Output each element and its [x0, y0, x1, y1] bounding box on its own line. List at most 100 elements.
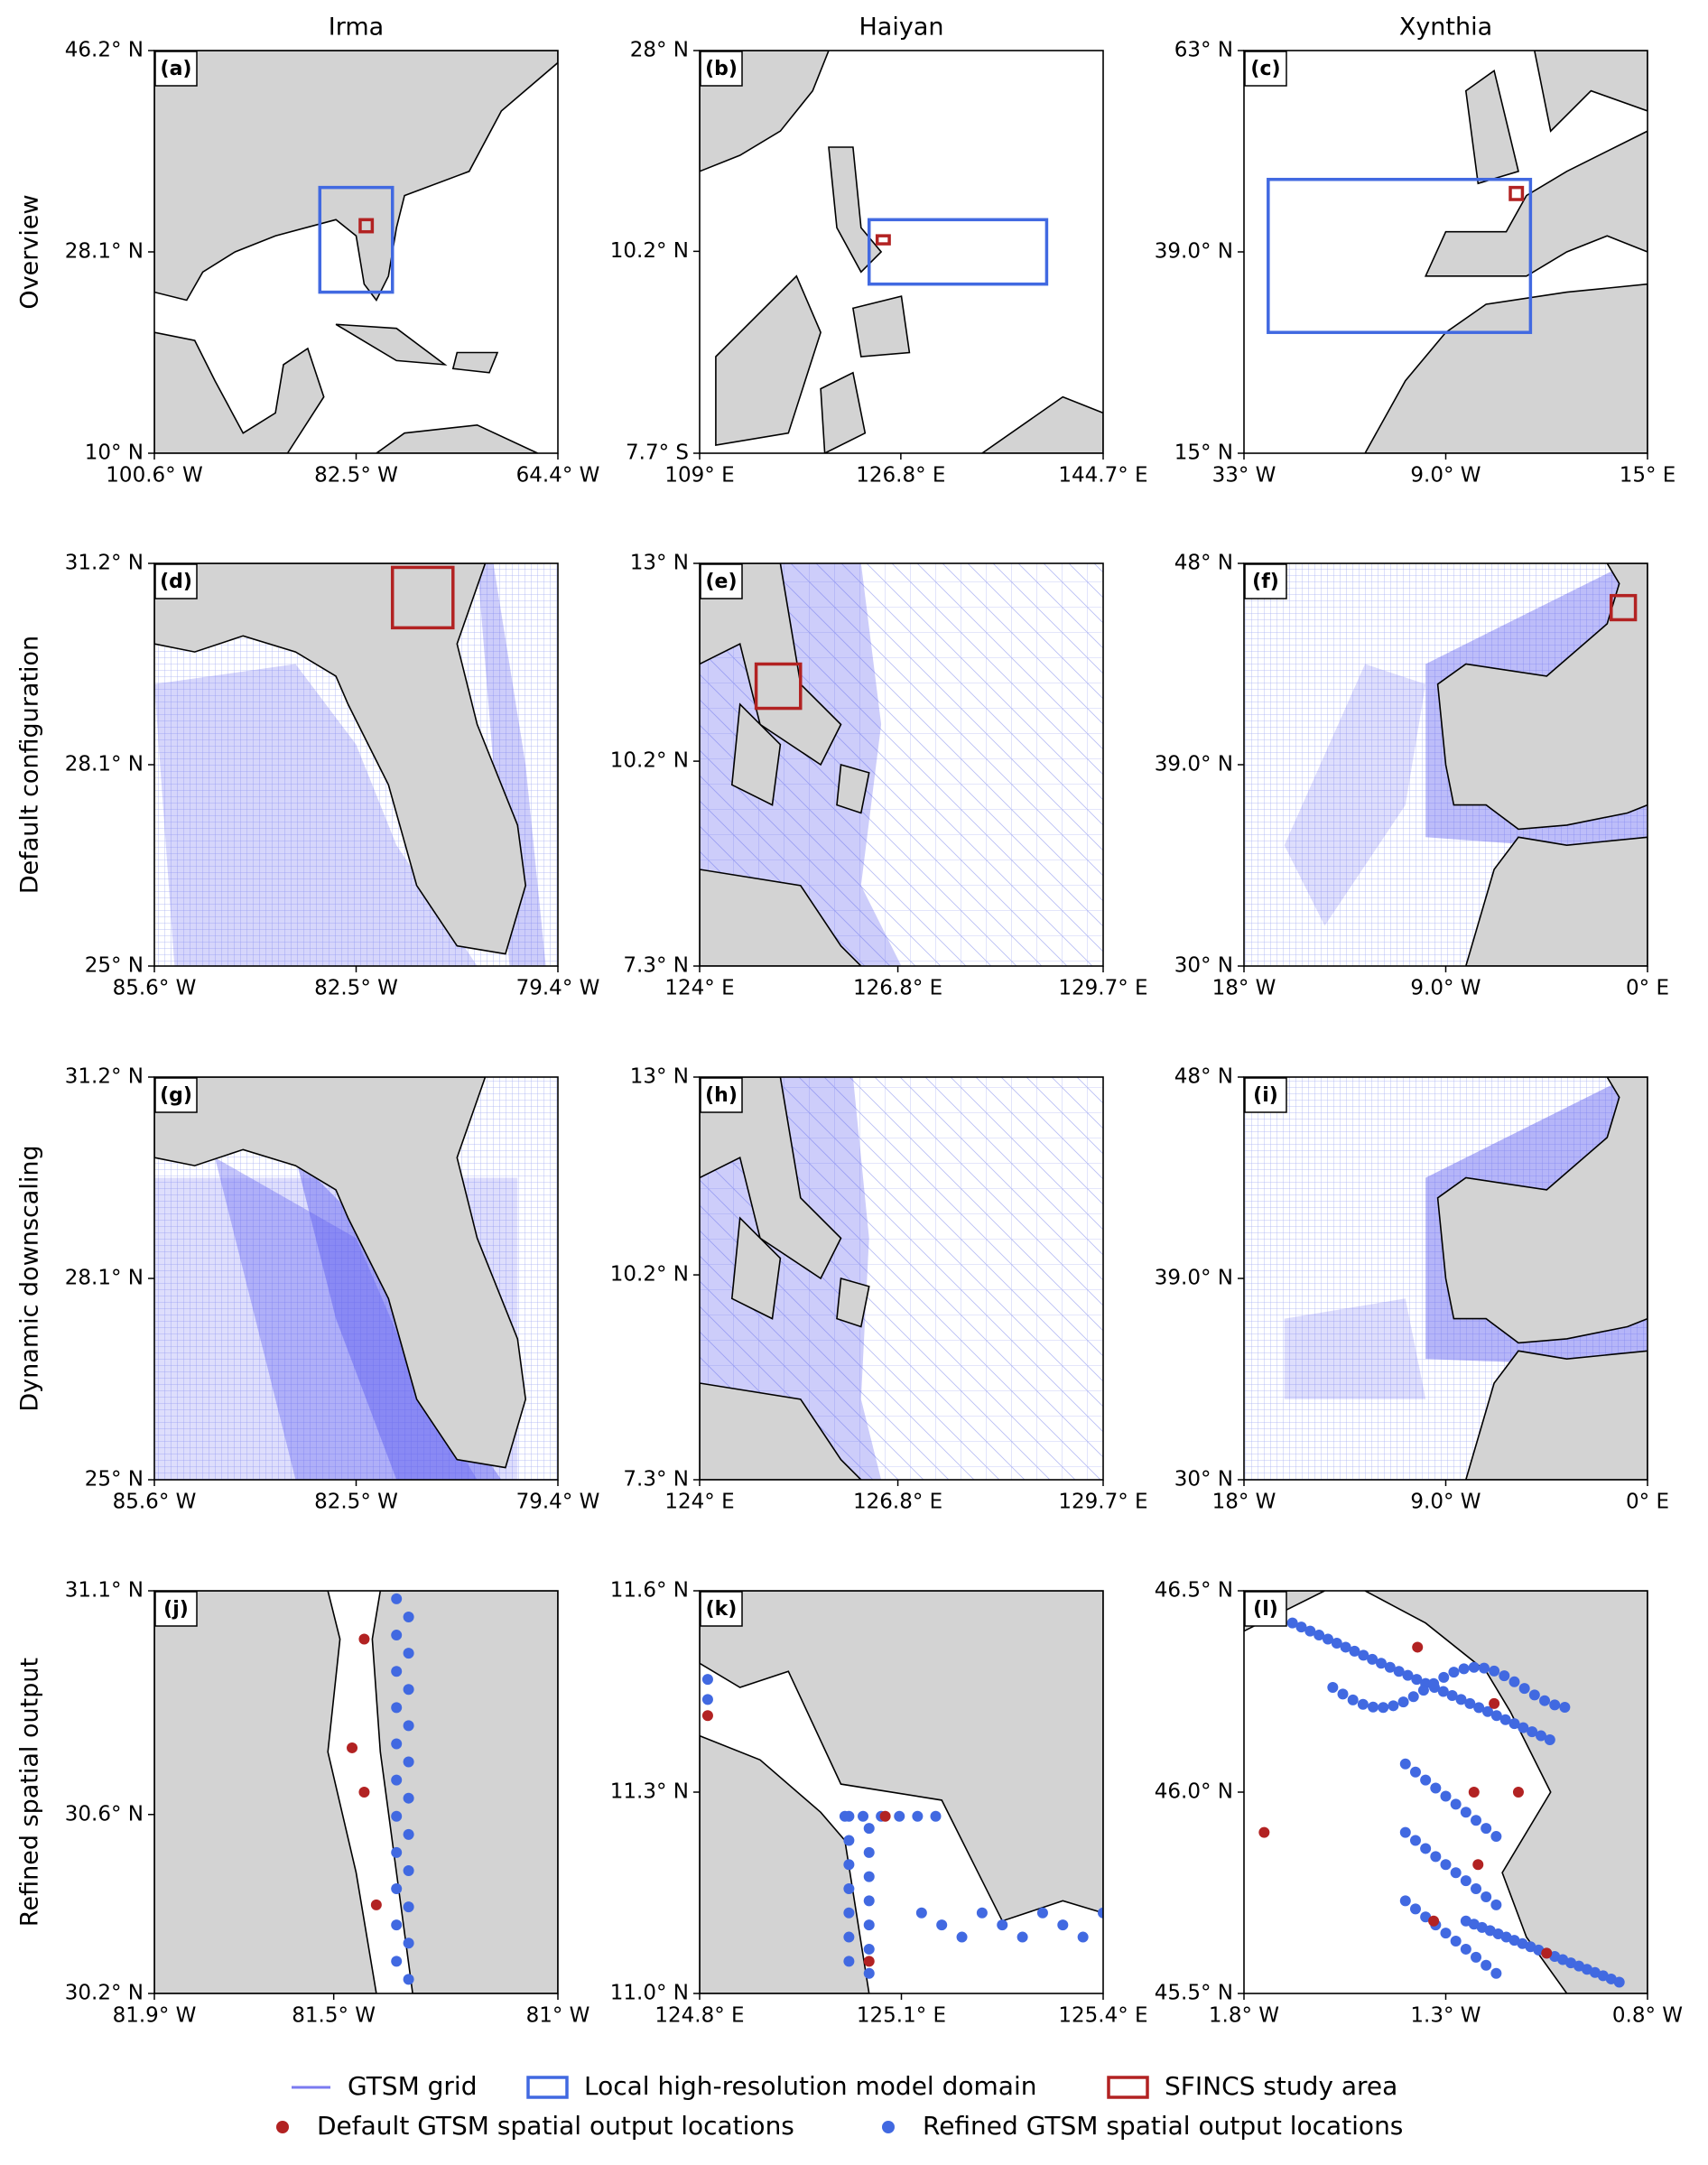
output-location	[403, 1901, 414, 1913]
output-location	[1499, 1714, 1511, 1725]
land	[1424, 130, 1648, 277]
y-tick-label: 10.2° N	[610, 239, 689, 263]
output-location	[1322, 1633, 1333, 1645]
output-location	[1438, 1671, 1450, 1683]
output-location	[1508, 1718, 1520, 1730]
output-location	[863, 1823, 875, 1835]
output-location	[391, 1846, 403, 1858]
output-location	[403, 1792, 414, 1804]
domain-box	[875, 234, 891, 246]
x-tick-label: 9.0° W	[1410, 464, 1481, 488]
map-panel: (j) 81.9° W 81.5° W 81° W 30.2° N 30.6° N 31.1…	[65, 1579, 590, 2028]
map-panel: (a) 100.6° W 82.5° W 64.4° W 10° N 28.1° N 46.…	[65, 39, 600, 488]
land	[1436, 1077, 1648, 1344]
land	[1464, 836, 1648, 966]
x-tick-label: 129.7° E	[1058, 1491, 1147, 1514]
y-tick-label: 11.3° N	[610, 1780, 689, 1804]
output-location	[1016, 1931, 1028, 1943]
output-location	[403, 1720, 414, 1732]
panel-letter-box	[700, 1591, 743, 1627]
output-location	[1397, 1696, 1409, 1708]
mesh-refinement	[154, 664, 478, 966]
land	[820, 371, 867, 453]
output-location	[1468, 1661, 1480, 1673]
output-location	[1478, 1662, 1490, 1674]
output-location	[1412, 1641, 1424, 1653]
output-location	[391, 1919, 403, 1931]
output-location	[858, 1810, 869, 1822]
output-location	[391, 1630, 403, 1641]
domain-box	[1267, 177, 1533, 334]
land	[1364, 1591, 1648, 1993]
mesh-refinement	[215, 1157, 478, 1480]
output-location	[403, 1937, 414, 1949]
land	[730, 1216, 782, 1320]
output-location	[701, 1710, 713, 1722]
panel-letter: (d)	[160, 571, 192, 593]
output-location	[976, 1907, 988, 1919]
output-location	[1295, 1621, 1307, 1633]
output-location	[1448, 1667, 1460, 1678]
y-tick-label: 30.6° N	[65, 1802, 144, 1826]
output-location	[1417, 1685, 1429, 1696]
panel-letter: (h)	[705, 1084, 738, 1107]
x-tick-label: 0.8° W	[1612, 2004, 1683, 2028]
output-location	[1411, 1674, 1423, 1686]
output-location	[1460, 1875, 1471, 1887]
land	[851, 295, 911, 358]
legend-box	[1107, 2076, 1149, 2099]
x-tick-label: 81.5° W	[292, 2004, 376, 2028]
output-location	[843, 1835, 855, 1846]
output-location	[879, 1810, 891, 1822]
output-location	[1468, 1787, 1480, 1798]
row-title: Default configuration	[16, 636, 44, 894]
output-location	[863, 1943, 875, 1955]
output-location	[863, 1919, 875, 1931]
output-location	[1393, 1666, 1405, 1677]
output-location	[1057, 1919, 1069, 1931]
land	[1533, 51, 1648, 133]
output-location	[915, 1907, 927, 1919]
output-location	[403, 1864, 414, 1876]
mesh-refinement	[1284, 1298, 1426, 1399]
land	[154, 563, 527, 955]
output-location	[1460, 1943, 1471, 1955]
domain-box	[1508, 185, 1525, 201]
panel-letter: (a)	[161, 58, 192, 80]
output-location	[1258, 1826, 1270, 1838]
y-tick-label: 39.0° N	[1155, 1267, 1233, 1290]
map-panel: (e) 124° E 126.8° E 129.7° E 7.3° N 10.2° N 13…	[610, 552, 1148, 1000]
output-location	[1378, 1702, 1389, 1714]
output-location	[1481, 1959, 1492, 1971]
row-title: Overview	[16, 194, 44, 309]
panel-letter-box	[1244, 51, 1287, 87]
y-tick-label: 31.1° N	[65, 1579, 144, 1603]
panel-letter: (k)	[706, 1598, 738, 1621]
panel-letter-box	[154, 1077, 198, 1113]
panel-letter-box	[700, 563, 743, 599]
domain-box	[754, 662, 803, 711]
panel-letter: (b)	[705, 58, 738, 80]
output-location	[843, 1859, 855, 1871]
output-location	[1518, 1683, 1530, 1695]
y-tick-label: 48° N	[1174, 552, 1233, 575]
y-tick-label: 39.0° N	[1155, 240, 1233, 264]
output-location	[863, 1967, 875, 1979]
y-tick-label: 31.2° N	[65, 1065, 144, 1089]
mesh-refinement	[1284, 664, 1426, 926]
output-location	[1489, 1697, 1500, 1709]
output-location	[1541, 1947, 1553, 1959]
land	[451, 351, 499, 374]
panel-letter-box	[154, 1591, 198, 1627]
output-location	[1358, 1649, 1369, 1661]
output-location	[403, 1611, 414, 1622]
output-location	[863, 1846, 875, 1858]
output-location	[391, 1593, 403, 1604]
panel-letter: (c)	[1250, 58, 1280, 80]
output-location	[936, 1919, 948, 1931]
y-tick-label: 15° N	[1174, 441, 1233, 465]
x-tick-label: 144.7° E	[1058, 464, 1147, 488]
output-location	[1512, 1787, 1524, 1798]
frame	[699, 1076, 1104, 1481]
output-location	[1489, 1665, 1500, 1677]
